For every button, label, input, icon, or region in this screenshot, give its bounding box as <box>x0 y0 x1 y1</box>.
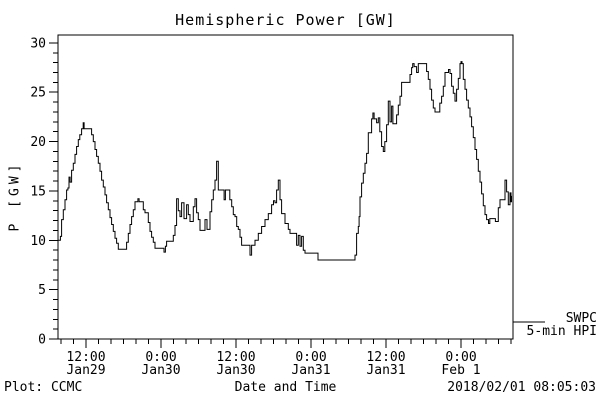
y-tick-label: 0 <box>38 333 46 348</box>
x-tick-date-label: Jan30 <box>216 363 255 378</box>
x-tick-time-label: 0:00 <box>145 350 176 365</box>
x-tick-date-label: Jan31 <box>366 363 405 378</box>
x-tick-date-label: Jan29 <box>66 363 105 378</box>
plot-timestamp: 2018/02/01 08:05:03 <box>447 380 596 395</box>
x-tick-time-label: 0:00 <box>295 350 326 365</box>
x-tick-date-label: Jan31 <box>291 363 330 378</box>
x-tick-date-label: Jan30 <box>141 363 180 378</box>
y-tick-label: 5 <box>38 283 46 298</box>
x-tick-time-label: 12:00 <box>216 350 255 365</box>
y-tick-label: 20 <box>30 135 46 150</box>
x-tick-time-label: 0:00 <box>445 350 476 365</box>
chart-title: Hemispheric Power [GW] <box>175 11 396 29</box>
hpi-data-line <box>58 61 512 261</box>
x-tick-date-label: Feb 1 <box>441 363 480 378</box>
plot-credit: Plot: CCMC <box>4 380 83 395</box>
y-tick-label: 15 <box>30 184 46 199</box>
legend-label-swpc: SWPC <box>565 311 597 326</box>
x-axis-label: Date and Time <box>234 380 337 395</box>
y-tick-label: 10 <box>30 234 46 249</box>
y-tick-label: 25 <box>30 86 46 101</box>
x-tick-time-label: 12:00 <box>366 350 405 365</box>
legend-label-5min-hpi: 5-min HPI <box>526 324 597 339</box>
y-tick-label: 30 <box>30 36 46 51</box>
x-tick-time-label: 12:00 <box>66 350 105 365</box>
